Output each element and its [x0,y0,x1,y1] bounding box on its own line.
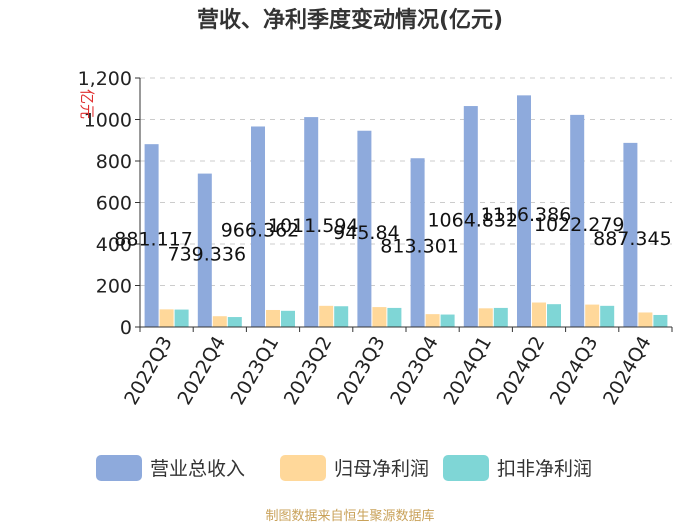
y-tick-label: 400 [96,234,132,256]
bar-series-1 [197,173,212,327]
x-tick-label: 2024Q4 [599,333,656,409]
x-tick-label: 2022Q3 [120,333,177,409]
data-label: 966.362 [221,220,300,242]
bar-series-3 [334,306,349,327]
legend-label: 归母净利润 [334,458,429,480]
bar-series-2 [638,312,653,327]
data-labels: 881.117739.336966.3621011.594945.84813.3… [114,204,671,265]
bar-series-3 [387,307,402,327]
bar-series-3 [493,307,508,327]
bar-series-3 [281,310,295,327]
y-tick-label: 800 [96,151,132,173]
bar-series-2 [159,309,174,327]
data-label: 739.336 [168,243,247,265]
data-label: 1022.279 [534,214,625,236]
bar-series-2 [319,305,334,327]
bars [144,95,668,328]
bar-series-3 [174,309,189,327]
chart-title: 营收、净利季度变动情况(亿元) [197,7,503,33]
data-label: 1116.386 [481,204,572,226]
x-tick-label: 2024Q3 [546,333,603,409]
bar-series-2 [585,304,600,327]
x-tick-label: 2024Q2 [493,333,550,409]
data-label: 945.84 [333,222,399,244]
bar-series-1 [410,158,425,327]
bar-series-2 [212,316,227,327]
source-note: 制图数据来自恒生聚源数据库 [265,508,434,524]
bar-series-2 [425,314,440,327]
bar-series-1 [357,130,372,327]
x-tick-label: 2023Q3 [333,333,390,409]
y-axis-label: 亿元 [78,89,96,119]
bar-series-2 [372,307,387,327]
legend-swatch [280,455,326,481]
data-label: 813.301 [380,236,459,258]
y-tick-label: 0 [120,317,132,339]
bar-series-3 [600,305,615,327]
x-tick-label: 2023Q4 [386,333,443,409]
bar-series-3 [547,304,561,327]
legend-swatch [96,455,142,481]
bar-series-3 [227,317,242,327]
bar-series-1 [144,144,159,327]
legend-label: 扣非净利润 [497,458,592,480]
data-label: 881.117 [114,229,193,251]
y-tick-label: 200 [96,276,132,298]
bar-series-3 [440,314,455,327]
y-tick-label: 600 [96,193,132,215]
bar-series-1 [463,106,478,327]
x-tick-label: 2023Q1 [227,333,284,409]
bar-series-1 [251,126,265,327]
legend-label: 营业总收入 [150,458,245,480]
legend: 营业总收入 归母净利润 扣非净利润 [96,455,592,481]
bar-series-1 [623,142,638,327]
bar-series-2 [532,302,546,327]
bar-series-2 [266,309,280,327]
data-label: 1064.832 [427,210,518,232]
x-tick-label: 2024Q1 [439,333,496,409]
x-axis: 2022Q32022Q42023Q12023Q22023Q32023Q42024… [120,327,673,409]
bar-series-1 [517,95,531,327]
bar-series-3 [653,314,668,327]
x-tick-label: 2022Q4 [173,333,230,409]
bar-series-2 [478,308,493,327]
y-axis: 0 200 400 600 800 1000 1,200 [78,68,141,339]
bar-series-1 [570,114,585,327]
y-tick-label: 1,200 [78,68,132,90]
data-label: 1011.594 [268,215,359,237]
bar-series-1 [304,117,319,328]
y-tick-label: 1000 [84,110,132,132]
legend-swatch [443,455,489,481]
data-label: 887.345 [593,228,672,250]
x-tick-label: 2023Q2 [280,333,337,409]
